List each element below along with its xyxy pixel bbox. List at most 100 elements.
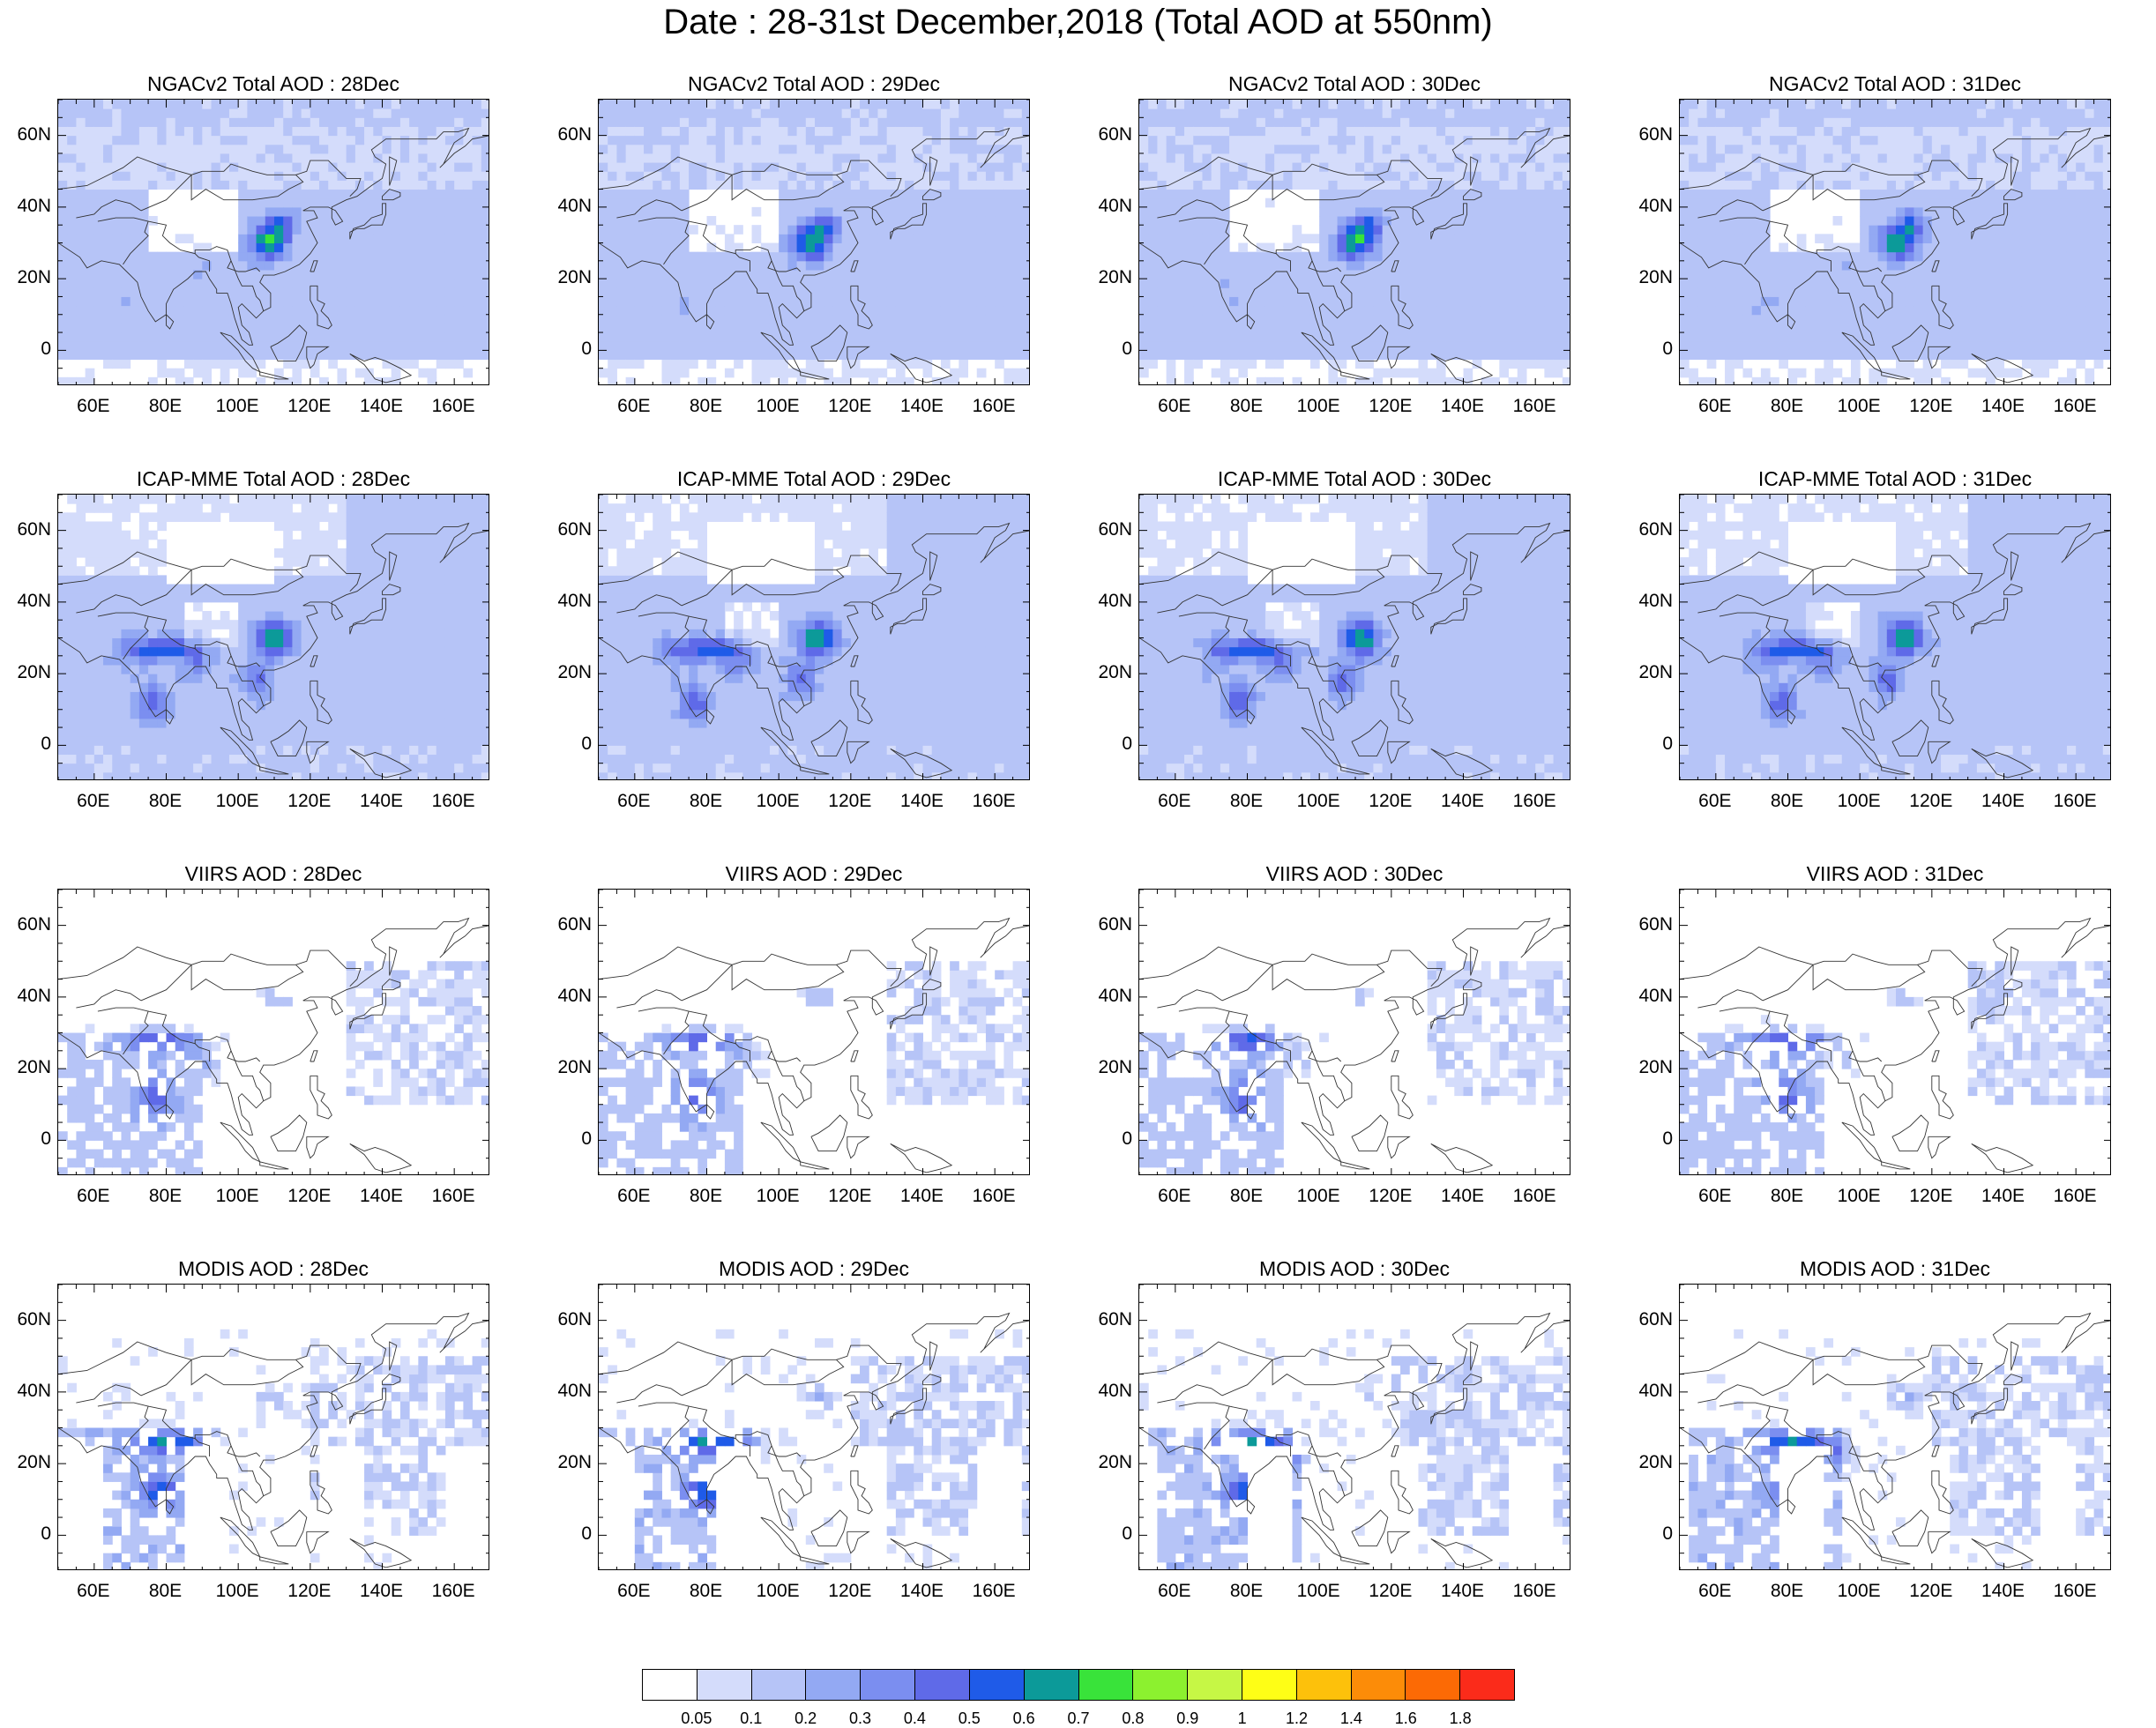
aod-cell	[1544, 350, 1554, 360]
aod-cell	[1148, 296, 1158, 306]
aod-cell	[292, 341, 302, 351]
aod-cell	[1779, 136, 1788, 145]
aod-cell	[1473, 341, 1482, 351]
aod-cell	[328, 225, 338, 235]
aod-cell	[157, 153, 167, 163]
aod-cell	[1770, 252, 1779, 262]
aod-cell	[86, 198, 95, 208]
aod-cell	[1761, 243, 1771, 253]
aod-cell	[1013, 306, 1023, 316]
aod-cell	[815, 126, 824, 136]
aod-cell	[941, 190, 951, 199]
aod-cell	[1716, 234, 1726, 243]
aod-cell	[1481, 341, 1491, 351]
aod-cell	[707, 171, 717, 181]
aod-cell	[436, 225, 446, 235]
aod-cell	[436, 108, 446, 118]
aod-cell	[1526, 341, 1536, 351]
aod-cell	[1707, 261, 1717, 271]
aod-cell	[436, 234, 446, 243]
aod-cell	[257, 180, 266, 190]
aod-cell	[337, 234, 347, 243]
aod-cell	[463, 162, 473, 172]
aod-cell	[887, 216, 897, 226]
aod-cell	[1302, 315, 1311, 324]
aod-cell	[860, 252, 869, 262]
aod-cell	[707, 377, 717, 385]
aod-cell	[734, 243, 743, 253]
aod-cell	[428, 270, 437, 279]
aod-cell	[752, 377, 762, 385]
aod-cell	[1202, 153, 1212, 163]
aod-cell	[950, 332, 959, 342]
aod-cell	[193, 108, 203, 118]
aod-cell	[608, 136, 617, 145]
aod-cell	[481, 279, 489, 288]
aod-cell	[436, 279, 446, 288]
aod-cell	[797, 377, 807, 385]
aod-cell	[787, 171, 797, 181]
aod-cell	[1148, 100, 1158, 109]
aod-cell	[626, 126, 636, 136]
aod-cell	[860, 270, 869, 279]
aod-cell	[887, 100, 897, 109]
aod-cell	[121, 296, 131, 306]
aod-cell	[959, 162, 968, 172]
aod-cell	[1499, 252, 1509, 262]
aod-cell	[400, 108, 410, 118]
aod-cell	[1148, 145, 1158, 154]
aod-cell	[977, 315, 987, 324]
aod-cell	[167, 341, 176, 351]
aod-cell	[1518, 108, 1527, 118]
aod-cell	[131, 216, 140, 226]
aod-cell	[1202, 117, 1212, 127]
aod-cell	[1806, 341, 1816, 351]
aod-cell	[473, 108, 482, 118]
aod-cell	[1409, 306, 1419, 316]
aod-cell	[1409, 153, 1419, 163]
aod-cell	[806, 296, 816, 306]
aod-cell	[1716, 252, 1726, 262]
aod-cell	[310, 207, 320, 217]
aod-cell	[752, 296, 762, 306]
aod-cell	[815, 198, 824, 208]
aod-cell	[428, 100, 437, 109]
aod-map	[1138, 99, 1570, 385]
aod-cell	[653, 198, 662, 208]
aod-map	[1679, 99, 2111, 385]
aod-cell	[635, 190, 645, 199]
aod-cell	[1338, 117, 1347, 127]
aod-cell	[409, 279, 419, 288]
aod-cell	[653, 145, 662, 154]
aod-cell	[454, 171, 464, 181]
aod-cell	[1689, 190, 1698, 199]
aod-cell	[1742, 324, 1752, 333]
aod-cell	[959, 350, 968, 360]
aod-cell	[131, 145, 140, 154]
aod-cell	[310, 296, 320, 306]
aod-cell	[1022, 190, 1030, 199]
aod-cell	[995, 341, 1004, 351]
aod-cell	[644, 306, 653, 316]
aod-cell	[1742, 117, 1752, 127]
aod-cell	[1535, 324, 1545, 333]
aod-cell	[616, 306, 626, 316]
aod-cell	[1347, 126, 1356, 136]
aod-cell	[1302, 153, 1311, 163]
aod-cell	[481, 190, 489, 199]
aod-cell	[671, 261, 681, 271]
aod-cell	[76, 117, 86, 127]
aod-cell	[1707, 190, 1717, 199]
aod-cell	[481, 252, 489, 262]
aod-cell	[473, 341, 482, 351]
aod-cell	[806, 162, 816, 172]
aod-cell	[1373, 315, 1383, 324]
aod-cell	[463, 350, 473, 360]
aod-cell	[1518, 190, 1527, 199]
aod-cell	[121, 324, 131, 333]
aod-cell	[1347, 270, 1356, 279]
aod-cell	[373, 315, 383, 324]
aod-cell	[1274, 332, 1284, 342]
aod-cell	[1355, 261, 1365, 271]
aod-cell	[1184, 162, 1194, 172]
